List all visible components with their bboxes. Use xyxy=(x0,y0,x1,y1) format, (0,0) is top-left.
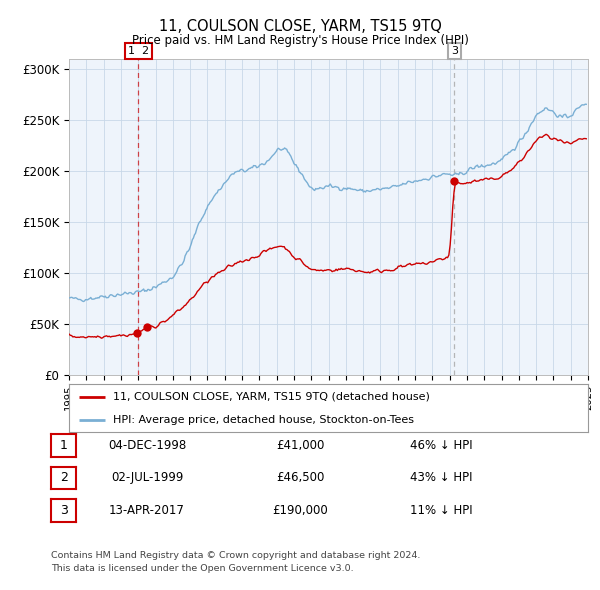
Text: 02-JUL-1999: 02-JUL-1999 xyxy=(111,471,183,484)
Text: 04-DEC-1998: 04-DEC-1998 xyxy=(108,439,186,452)
Text: Contains HM Land Registry data © Crown copyright and database right 2024.: Contains HM Land Registry data © Crown c… xyxy=(51,551,421,560)
Text: 13-APR-2017: 13-APR-2017 xyxy=(109,504,185,517)
Text: £46,500: £46,500 xyxy=(276,471,324,484)
Text: 43% ↓ HPI: 43% ↓ HPI xyxy=(410,471,472,484)
Text: 11% ↓ HPI: 11% ↓ HPI xyxy=(410,504,472,517)
Text: 3: 3 xyxy=(451,46,458,56)
Text: 2: 2 xyxy=(59,471,68,484)
Text: This data is licensed under the Open Government Licence v3.0.: This data is licensed under the Open Gov… xyxy=(51,564,353,573)
Text: 3: 3 xyxy=(59,504,68,517)
Text: Price paid vs. HM Land Registry's House Price Index (HPI): Price paid vs. HM Land Registry's House … xyxy=(131,34,469,47)
Text: 1  2: 1 2 xyxy=(128,46,149,56)
Text: 11, COULSON CLOSE, YARM, TS15 9TQ: 11, COULSON CLOSE, YARM, TS15 9TQ xyxy=(158,19,442,34)
Text: 11, COULSON CLOSE, YARM, TS15 9TQ (detached house): 11, COULSON CLOSE, YARM, TS15 9TQ (detac… xyxy=(113,392,430,402)
Text: 46% ↓ HPI: 46% ↓ HPI xyxy=(410,439,472,452)
Text: 1: 1 xyxy=(59,439,68,452)
Text: £190,000: £190,000 xyxy=(272,504,328,517)
Text: £41,000: £41,000 xyxy=(276,439,324,452)
Text: HPI: Average price, detached house, Stockton-on-Tees: HPI: Average price, detached house, Stoc… xyxy=(113,415,414,425)
